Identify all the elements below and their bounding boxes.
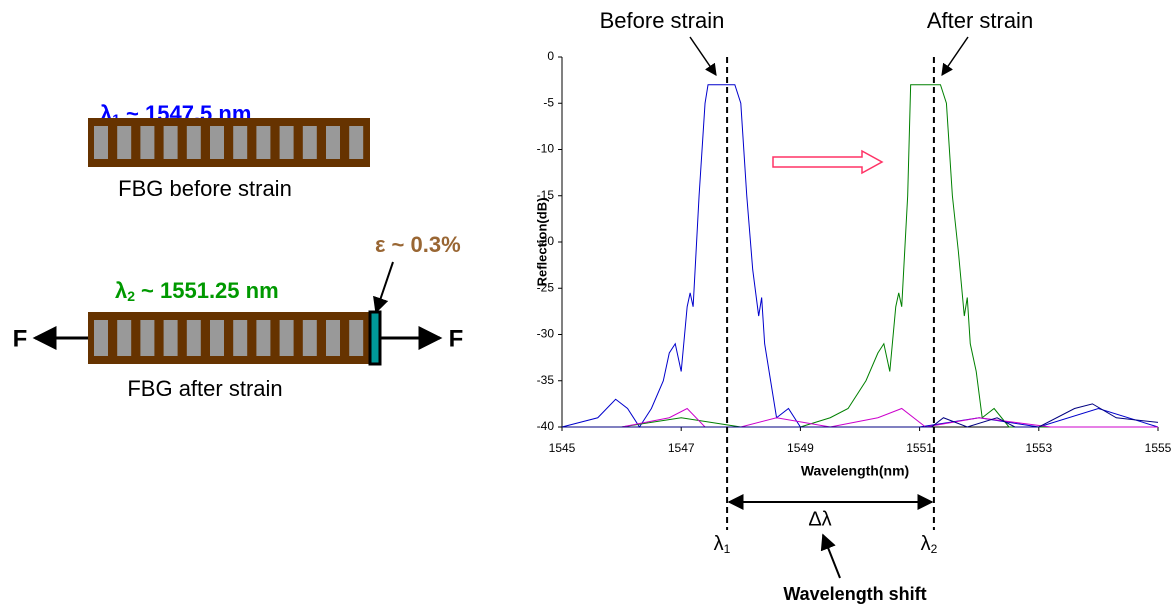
lambda2-axis-label: λ2 — [921, 533, 938, 556]
caption-after: FBG after strain — [127, 376, 282, 401]
grating-period — [256, 126, 271, 159]
x-tick-label: 1549 — [787, 441, 814, 455]
strain-label: ε ~ 0.3% — [375, 232, 461, 257]
grating-period — [94, 126, 108, 159]
grating-period — [163, 126, 178, 159]
y-tick-label: -20 — [537, 234, 555, 248]
fiber — [88, 118, 370, 167]
y-tick-label: 0 — [547, 49, 554, 63]
spectrum-line — [561, 84, 1159, 428]
y-tick-label: -30 — [537, 327, 555, 341]
force-left: F — [13, 325, 28, 352]
x-tick-label: 1551 — [906, 441, 933, 455]
grating-period — [210, 320, 224, 356]
y-tick-label: -40 — [537, 419, 555, 433]
grating-period — [233, 320, 248, 356]
grating-period — [186, 126, 201, 159]
grating-period — [349, 320, 364, 356]
grating-period — [326, 126, 340, 159]
strain-segment — [368, 310, 382, 366]
delta-label: Δλ — [808, 508, 831, 530]
grating-period — [256, 320, 271, 356]
x-tick-label: 1553 — [1025, 441, 1052, 455]
grating-period — [279, 126, 294, 159]
fiber — [88, 312, 370, 364]
grating-period — [140, 126, 155, 159]
x-tick-label: 1555 — [1145, 441, 1171, 455]
grating-period — [117, 320, 132, 356]
before-label: Before strain — [600, 8, 725, 33]
y-tick-label: -25 — [537, 280, 555, 294]
strain-arrow — [373, 261, 394, 314]
chart: 0 -5 -10 -15 -20 -25 -30 -35 -40 1545 1547 1549 1551… — [537, 49, 1171, 530]
grating-period — [233, 126, 248, 159]
y-tick-label: -10 — [537, 142, 555, 156]
lambda2-label: λ2 ~ 1551.25 nm — [115, 278, 279, 304]
x-axis-title: Wavelength(nm) — [801, 463, 909, 479]
grating-period — [117, 126, 132, 159]
grating-period — [163, 320, 178, 356]
x-tick-label: 1545 — [549, 441, 576, 455]
grating-period — [94, 320, 108, 356]
spectrum-line — [562, 84, 1158, 428]
fbg-before — [88, 118, 370, 167]
shift-label: Wavelength shift — [783, 584, 926, 604]
grating-period — [279, 320, 294, 356]
before-arrow — [689, 36, 717, 76]
fbg-after — [88, 312, 370, 364]
force-right: F — [449, 325, 464, 352]
y-tick-label: -35 — [537, 373, 555, 387]
grating-period — [140, 320, 155, 356]
after-arrow — [941, 36, 969, 76]
lambda1-axis-label: λ1 — [714, 533, 731, 556]
shift-arrow — [772, 149, 884, 175]
spectrum-line — [562, 403, 1159, 428]
y-tick-label: -5 — [543, 95, 554, 109]
caption-before: FBG before strain — [118, 176, 292, 201]
grating-period — [210, 126, 224, 159]
grating-period — [302, 126, 317, 159]
grating-period — [302, 320, 317, 356]
shift-pointer — [820, 533, 841, 579]
grating-period — [349, 126, 364, 159]
grating-period — [326, 320, 340, 356]
y-tick-label: -15 — [537, 188, 555, 202]
grating-period — [186, 320, 201, 356]
y-axis-title: Reflection(dB) — [534, 198, 549, 287]
x-tick-label: 1547 — [668, 441, 695, 455]
after-label: After strain — [927, 8, 1033, 33]
